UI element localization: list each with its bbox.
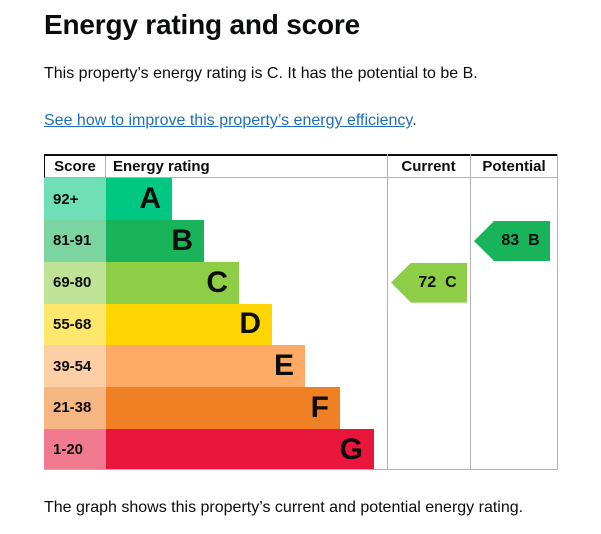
band-bar: E	[106, 345, 305, 387]
band-score-range: 21-38	[44, 386, 106, 429]
band-score-range: 39-54	[44, 345, 106, 387]
band-letter: D	[239, 307, 261, 341]
column-header-potential: Potential	[482, 158, 546, 176]
current-rating-value: 72	[418, 273, 437, 291]
band-row-a: 92+ A	[44, 178, 558, 221]
band-bar: G	[106, 428, 374, 471]
band-letter: C	[206, 265, 228, 299]
page-title: Energy rating and score	[44, 9, 360, 40]
column-header-current: Current	[401, 158, 456, 176]
rating-summary-text: This property’s energy rating is C. It h…	[44, 65, 478, 82]
improve-efficiency-link[interactable]: See how to improve this property’s energ…	[44, 112, 413, 130]
link-period: .	[412, 112, 417, 130]
grid-line-current-left	[387, 154, 388, 471]
band-letter: B	[171, 223, 193, 257]
grid-line-potential-left	[470, 154, 471, 471]
graph-caption: The graph shows this property’s current …	[44, 499, 524, 517]
column-header-score: Score	[45, 156, 106, 178]
band-row-d: 55-68 D	[44, 303, 558, 346]
column-header-energy-rating: Energy rating	[113, 158, 210, 176]
energy-rating-chart: Score Energy rating Current Potential 92…	[44, 154, 558, 471]
improve-efficiency-line: See how to improve this property’s energ…	[44, 111, 557, 130]
band-row-c: 69-80 C	[44, 261, 558, 304]
band-score-range: 55-68	[44, 303, 106, 346]
band-row-g: 1-20 G	[44, 428, 558, 471]
current-rating-letter: C	[445, 273, 457, 291]
band-score-range: 1-20	[44, 428, 106, 471]
chart-header-row: Score Energy rating Current Potential	[44, 154, 558, 179]
grid-line-chart-bottom	[44, 469, 558, 471]
band-bar: D	[106, 303, 272, 346]
band-rows: 92+ A 81-91 B 69-80 C 55-68 D 39-54 E 21-38 F 1-20 G	[44, 178, 558, 471]
band-bar: C	[106, 261, 239, 304]
band-bar: A	[106, 178, 172, 221]
band-letter: F	[310, 390, 329, 424]
band-score-range: 92+	[44, 178, 106, 221]
band-score-range: 81-91	[44, 220, 106, 262]
band-letter: G	[339, 432, 363, 466]
band-letter: E	[273, 349, 294, 383]
band-bar: F	[106, 386, 340, 429]
band-row-e: 39-54 E	[44, 345, 558, 387]
potential-rating-letter: B	[528, 231, 540, 249]
band-score-range: 69-80	[44, 261, 106, 304]
band-letter: A	[139, 182, 161, 216]
grid-line-chart-right	[557, 154, 558, 471]
band-bar: B	[106, 220, 204, 262]
energy-certificate-section: Energy rating and score This property’s …	[0, 9, 601, 518]
band-row-f: 21-38 F	[44, 386, 558, 429]
potential-rating-value: 83	[501, 231, 520, 249]
band-row-b: 81-91 B	[44, 220, 558, 262]
